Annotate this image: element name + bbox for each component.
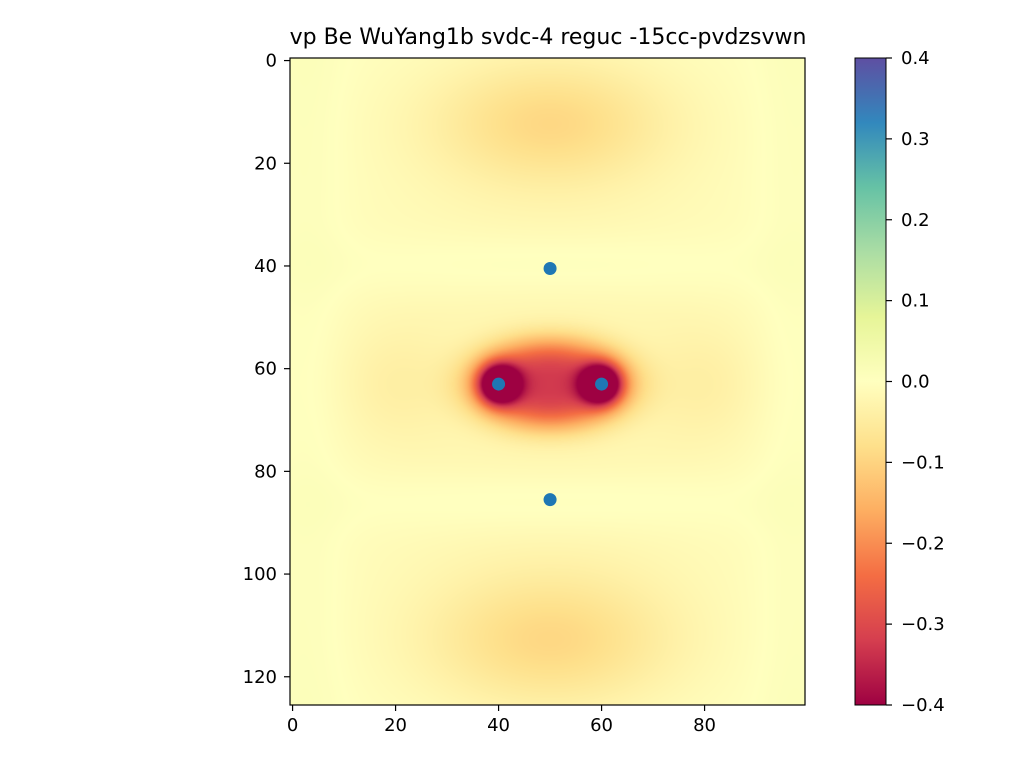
- y-tick-label: 0: [266, 51, 277, 72]
- heatmap-image: [290, 58, 805, 705]
- y-tick-label: 20: [254, 153, 277, 174]
- scatter-point: [543, 493, 557, 507]
- x-tick-label: 40: [487, 715, 510, 736]
- y-tick-label: 60: [254, 359, 277, 380]
- colorbar-tick-label: −0.3: [901, 614, 945, 635]
- colorbar-tick-label: 0.3: [901, 129, 930, 150]
- colorbar-tick-label: 0.1: [901, 291, 930, 312]
- y-axis: 0 20 40 60 80 100 120: [243, 51, 290, 688]
- y-tick-label: 120: [243, 667, 277, 688]
- colorbar-tick-label: −0.2: [901, 533, 945, 554]
- x-axis: 0 20 40 60 80: [287, 705, 716, 736]
- y-tick-label: 40: [254, 256, 277, 277]
- scatter-point: [492, 377, 506, 391]
- scatter-points: [492, 262, 609, 507]
- colorbar: [854, 57, 887, 706]
- colorbar-tick-label: 0.2: [901, 210, 930, 231]
- x-tick-label: 0: [287, 715, 298, 736]
- x-tick-label: 80: [693, 715, 716, 736]
- scatter-point: [595, 377, 609, 391]
- colorbar-tick-label: −0.4: [901, 695, 945, 716]
- colorbar-axis: 0.4 0.3 0.2 0.1 0.0 −0.1 −0.2 −0.3 −0.4: [886, 48, 945, 716]
- x-tick-label: 20: [384, 715, 407, 736]
- colorbar-tick-label: 0.4: [901, 48, 930, 69]
- colorbar-tick-label: 0.0: [901, 372, 930, 393]
- y-tick-label: 100: [243, 564, 277, 585]
- plot-frame: [289, 57, 806, 706]
- x-tick-label: 60: [590, 715, 613, 736]
- y-tick-label: 80: [254, 461, 277, 482]
- scatter-point: [543, 262, 557, 276]
- colorbar-tick-label: −0.1: [901, 452, 945, 473]
- chart-title: vp Be WuYang1b svdc-4 reguc -15cc-pvdzsv…: [290, 25, 807, 50]
